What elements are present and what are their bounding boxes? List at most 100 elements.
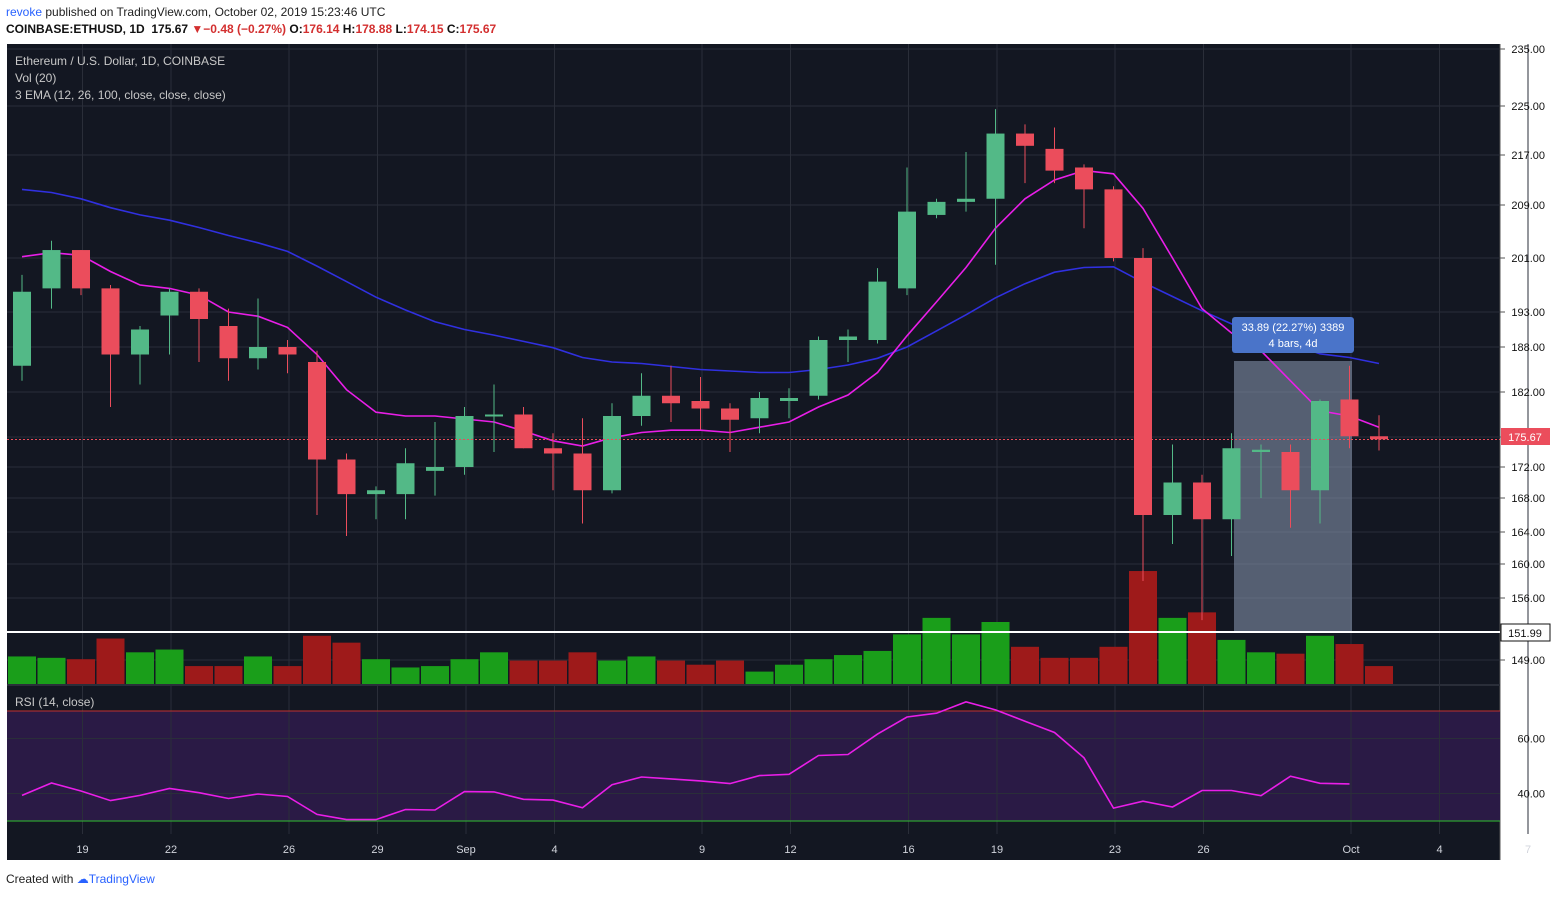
price-tick-label: 168.00: [1511, 493, 1545, 505]
candle-body: [249, 347, 267, 359]
price-tick-label: 149.00: [1511, 655, 1545, 667]
candle-body: [573, 453, 592, 491]
volume-bar: [716, 660, 744, 684]
price-tick-label: 156.00: [1511, 593, 1545, 605]
volume-bar: [185, 666, 213, 684]
volume-bar: [775, 664, 803, 684]
close-label: C:: [446, 22, 460, 36]
volume-bar: [834, 655, 862, 684]
volume-bar: [1129, 571, 1157, 684]
volume-bar: [1099, 646, 1128, 684]
candle-body: [780, 398, 798, 401]
tradingview-link[interactable]: TradingView: [88, 872, 155, 886]
candle-body: [131, 329, 149, 355]
candle-body: [809, 340, 828, 396]
low-label: L:: [395, 22, 407, 36]
price-change: −0.48 (−0.27%): [203, 22, 287, 36]
candle-body: [603, 416, 621, 491]
footer: Created with ☁TradingView: [6, 872, 155, 886]
measure-label-box: [1232, 317, 1354, 353]
ema-slow-line: [21, 188, 1380, 374]
volume-bars: [8, 571, 1393, 684]
high-label: H:: [342, 22, 356, 36]
candle-body: [839, 336, 857, 340]
volume-legend[interactable]: Vol (20): [15, 71, 56, 85]
down-arrow-icon: ▼: [191, 22, 204, 36]
time-tick-label: 23: [1109, 844, 1121, 856]
volume-bar: [1217, 639, 1246, 684]
volume-bar: [539, 660, 567, 684]
rsi-tick-label: 40.00: [1517, 789, 1545, 801]
volume-bar: [1040, 657, 1069, 684]
candle-body: [101, 288, 120, 355]
rsi-legend[interactable]: RSI (14, close): [15, 695, 94, 709]
candle-body: [1370, 436, 1388, 440]
volume-bar: [273, 666, 302, 684]
volume-bar: [1276, 653, 1305, 684]
volume-bar: [804, 659, 833, 684]
candle-body: [514, 414, 533, 449]
price-tick-label: 217.00: [1511, 150, 1545, 162]
volume-bar: [1188, 612, 1216, 684]
publish-text: published on TradingView.com, October 02…: [45, 5, 386, 19]
volume-bar: [480, 652, 508, 684]
price-tick-label: 172.00: [1511, 462, 1545, 474]
time-axis[interactable]: [7, 834, 1500, 860]
volume-bar: [745, 671, 774, 684]
volume-bar: [391, 667, 420, 684]
symbol-label[interactable]: COINBASE:ETHUSD, 1D: [6, 22, 145, 36]
ema-legend[interactable]: 3 EMA (12, 26, 100, close, close, close): [15, 88, 226, 102]
volume-bar: [37, 657, 66, 684]
price-tick-label: 182.00: [1511, 387, 1545, 399]
price-tick-label: 201.00: [1511, 253, 1545, 265]
time-tick-label: 4: [551, 844, 557, 856]
price-tick-label: 164.00: [1511, 527, 1545, 539]
volume-bar: [893, 634, 921, 684]
time-tick-label: 7: [1525, 844, 1531, 856]
candle-body: [898, 211, 916, 289]
candle-body: [485, 414, 503, 417]
pane-separator[interactable]: [7, 684, 1500, 686]
volume-bar: [686, 664, 715, 684]
candle-body: [1134, 258, 1152, 515]
candle-body: [662, 395, 680, 404]
candle-body: [691, 401, 710, 409]
volume-bar: [303, 635, 331, 684]
candle-body: [750, 398, 769, 419]
time-tick-label: 4: [1436, 844, 1442, 856]
candle-body: [396, 463, 415, 495]
measure-line2: 4 bars, 4d: [1269, 338, 1318, 350]
volume-bar: [214, 666, 243, 684]
created-with-text: Created with: [6, 872, 74, 886]
volume-bar: [863, 650, 892, 684]
price-tick-label: 188.00: [1511, 342, 1545, 354]
price-tick-label: 235.00: [1511, 44, 1545, 56]
candle-body: [278, 347, 297, 355]
candle-body: [868, 281, 887, 340]
low-value: 174.15: [406, 22, 444, 36]
measure-range[interactable]: [1234, 361, 1352, 632]
time-tick-label: Oct: [1342, 844, 1359, 856]
measure-box: [1234, 361, 1352, 632]
open-label: O:: [289, 22, 303, 36]
candle-body: [367, 490, 385, 495]
measure-line1: 33.89 (22.27%) 3389: [1242, 322, 1345, 334]
time-axis-labels: 19 22 26 29 Sep 4 9 12 16 19 23 26 Oct 4 7: [76, 844, 1531, 856]
candle-body: [308, 362, 326, 460]
candle-body: [1045, 148, 1064, 171]
candle-body: [986, 133, 1005, 199]
time-tick-label: 19: [991, 844, 1003, 856]
candle-body: [721, 408, 739, 420]
volume-bar: [922, 617, 951, 684]
price-tick-label: 193.00: [1511, 307, 1545, 319]
candle-body: [1252, 449, 1270, 452]
author-link[interactable]: revoke: [6, 5, 43, 19]
price-tick-label: 160.00: [1511, 559, 1545, 571]
tradingview-logo-icon[interactable]: ☁: [76, 872, 89, 886]
candle-body: [337, 459, 356, 495]
candle-body: [190, 291, 208, 319]
ema-fast-line: [21, 169, 1380, 447]
volume-bar: [126, 652, 154, 684]
candle-body: [455, 416, 474, 467]
